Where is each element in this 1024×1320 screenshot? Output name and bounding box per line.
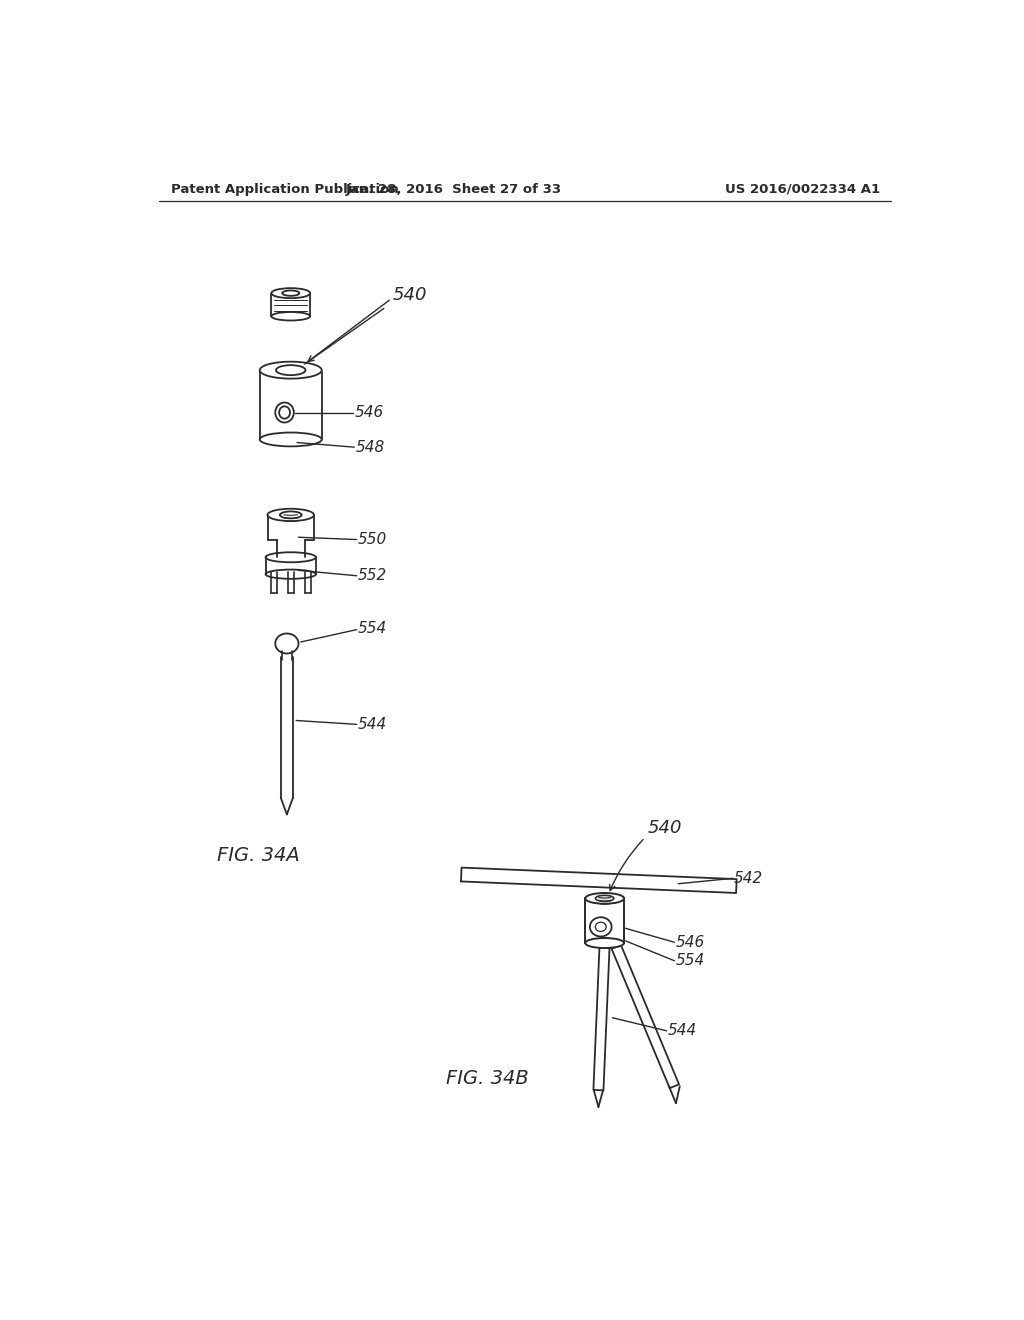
Text: 546: 546 — [676, 935, 706, 950]
Text: 544: 544 — [358, 717, 387, 731]
Text: 540: 540 — [647, 820, 682, 837]
Ellipse shape — [590, 917, 611, 936]
Text: Jan. 28, 2016  Sheet 27 of 33: Jan. 28, 2016 Sheet 27 of 33 — [345, 182, 561, 195]
Ellipse shape — [586, 939, 624, 948]
Text: 554: 554 — [676, 953, 706, 969]
Text: 554: 554 — [358, 620, 387, 636]
Polygon shape — [611, 945, 679, 1088]
Text: FIG. 34A: FIG. 34A — [217, 846, 300, 865]
Text: 548: 548 — [356, 440, 385, 454]
Text: 552: 552 — [358, 568, 387, 583]
Polygon shape — [586, 899, 624, 942]
Ellipse shape — [595, 895, 614, 902]
Text: 544: 544 — [669, 1023, 697, 1039]
Text: 540: 540 — [393, 286, 428, 305]
Text: US 2016/0022334 A1: US 2016/0022334 A1 — [725, 182, 880, 195]
Polygon shape — [461, 867, 736, 892]
Text: Patent Application Publication: Patent Application Publication — [171, 182, 398, 195]
Polygon shape — [593, 944, 609, 1090]
Text: 550: 550 — [358, 532, 387, 546]
Text: FIG. 34B: FIG. 34B — [445, 1069, 528, 1088]
Ellipse shape — [586, 892, 624, 904]
Text: 542: 542 — [734, 871, 763, 886]
Text: 546: 546 — [354, 405, 384, 420]
